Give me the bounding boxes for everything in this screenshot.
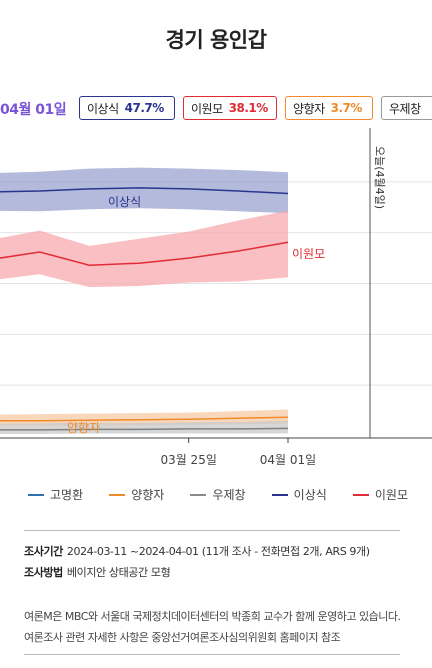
legend-label: 우제창: [212, 488, 246, 502]
legend-swatch: [109, 493, 126, 496]
series-label-lee-sangsik: 이상식: [108, 195, 141, 209]
candidate-pill-woo-jechang[interactable]: 우제창: [381, 96, 432, 120]
series-label-lee-wonmo: 이원모: [292, 247, 325, 261]
band-2: [0, 409, 288, 426]
candidate-pill-lee-wonmo[interactable]: 이원모 38.1%: [183, 96, 277, 120]
legend-swatch: [28, 493, 44, 496]
band-1: [0, 210, 288, 288]
legend-item[interactable]: 이원모: [352, 486, 408, 503]
survey-period-value: 2024-03-11 ~2024-04-01 (11개 조사 - 전화면접 2개…: [66, 545, 370, 558]
band-3: [0, 420, 288, 434]
candidate-name: 우제창: [389, 101, 421, 116]
band-0: [0, 167, 288, 214]
series-line-0: [0, 187, 289, 195]
series-lines: [0, 187, 289, 431]
survey-period-label: 조사기간: [24, 545, 63, 558]
candidate-pct: 3.7%: [330, 101, 363, 115]
series-line-2: [0, 416, 289, 422]
candidate-pct: 47.7%: [124, 101, 165, 115]
today-annotation: 오늘(4월4일): [373, 146, 387, 209]
x-tick-label: 04월 01일: [260, 453, 316, 467]
divider-bottom: [24, 654, 400, 655]
survey-method: 조사방법 베이지안 상태공간 모형: [24, 564, 171, 580]
candidate-pill-lee-sangsik[interactable]: 이상식 47.7%: [79, 96, 175, 120]
x-axis: 03월 25일 04월 01일: [0, 437, 432, 467]
legend-item[interactable]: 고명환: [28, 486, 83, 503]
legend-label: 이상식: [293, 488, 327, 502]
current-date: 04월 01일: [0, 102, 67, 118]
legend-swatch: [271, 493, 288, 496]
note-line-1: 여론M은 MBC와 서울대 국제정치데이터센터의 박종희 교수가 함께 운영하고…: [24, 610, 401, 623]
survey-period: 조사기간 2024-03-11 ~2024-04-01 (11개 조사 - 전화면…: [24, 543, 370, 559]
chart-legend: 고명환 양향자 우제창 이상식 이원모: [28, 486, 408, 503]
candidate-name: 양향자: [293, 101, 325, 116]
legend-item[interactable]: 우제창: [190, 486, 246, 503]
legend-label: 이원모: [374, 488, 408, 502]
legend-item[interactable]: 이상식: [271, 486, 327, 503]
legend-label: 양향자: [131, 488, 165, 502]
legend-label: 고명환: [50, 488, 84, 502]
confidence-bands: [0, 167, 288, 434]
x-tick-label: 03월 25일: [160, 453, 216, 467]
survey-method-value: 베이지안 상태공간 모형: [66, 566, 171, 579]
candidate-name: 이원모: [191, 101, 223, 116]
legend-item[interactable]: 양향자: [109, 486, 164, 503]
candidate-pill-yang-hyangja[interactable]: 양향자 3.7%: [285, 96, 373, 120]
note-line-2: 여론조사 관련 자세한 사항은 중앙선거여론조사심의위원회 홈페이지 참조: [24, 631, 341, 644]
series-line-1: [0, 241, 289, 266]
page-title: 경기 용인갑: [165, 28, 267, 52]
series-label-yang-hyangja: 양향자: [67, 421, 100, 435]
legend-swatch: [190, 493, 207, 496]
candidate-name: 이상식: [87, 101, 119, 116]
candidate-pct: 38.1%: [228, 101, 269, 115]
survey-method-label: 조사방법: [24, 566, 63, 579]
divider-top: [24, 530, 400, 531]
legend-swatch: [352, 493, 369, 496]
series-line-3: [0, 427, 289, 431]
